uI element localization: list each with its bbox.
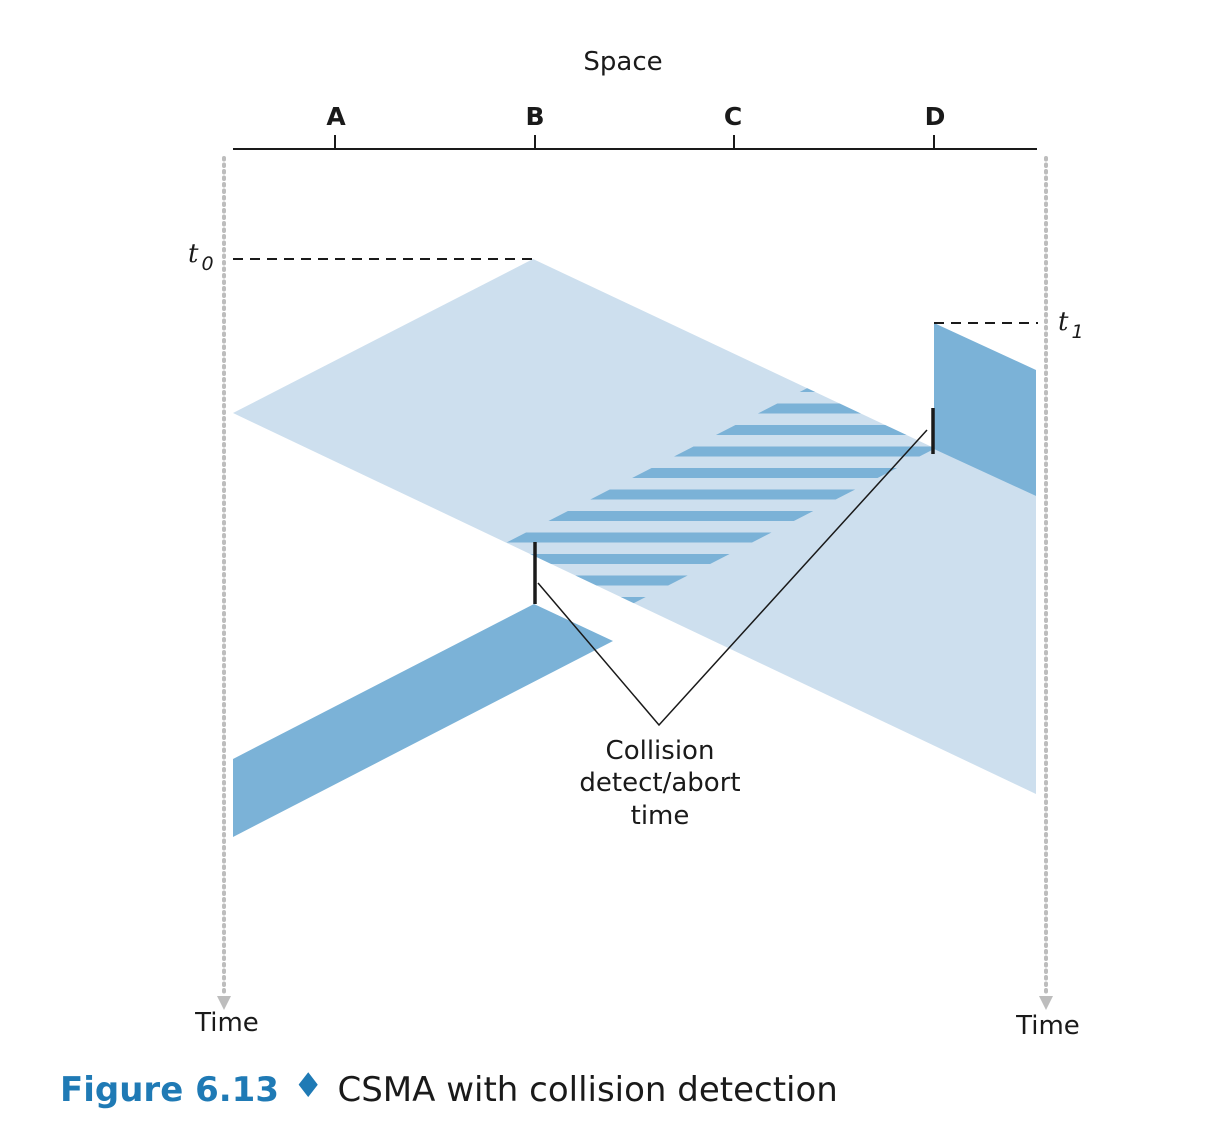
node-label-d: D <box>925 102 946 131</box>
caption-number: Figure 6.13 <box>60 1070 279 1110</box>
t0-base: t <box>188 239 199 269</box>
annotation-line-1: Collision <box>606 736 715 766</box>
collision-callout-lines <box>537 429 928 727</box>
node-label-a: A <box>326 102 346 131</box>
transmission-d-right-wing <box>934 323 1036 496</box>
t0-sub: 0 <box>201 253 213 275</box>
annotation-line-3: time <box>631 801 690 831</box>
time-label-left: Time <box>194 1008 259 1038</box>
node-ticks <box>334 135 935 149</box>
time-label-right: Time <box>1015 1011 1080 1041</box>
figure-caption: Figure 6.13 ♦ CSMA with collision detectio… <box>60 1066 838 1110</box>
t1-base: t <box>1058 307 1069 337</box>
t1-sub: 1 <box>1071 321 1083 343</box>
time-arrow-right <box>1039 996 1053 1010</box>
transmission-d-lower-band <box>233 604 613 837</box>
node-label-c: C <box>724 102 742 131</box>
annotation-line-2: detect/abort <box>579 768 740 798</box>
caption-separator: ♦ <box>293 1066 323 1106</box>
space-label: Space <box>583 47 662 77</box>
time-arrow-left <box>217 996 231 1010</box>
node-label-b: B <box>525 102 544 131</box>
caption-text: CSMA with collision detection <box>337 1070 837 1110</box>
